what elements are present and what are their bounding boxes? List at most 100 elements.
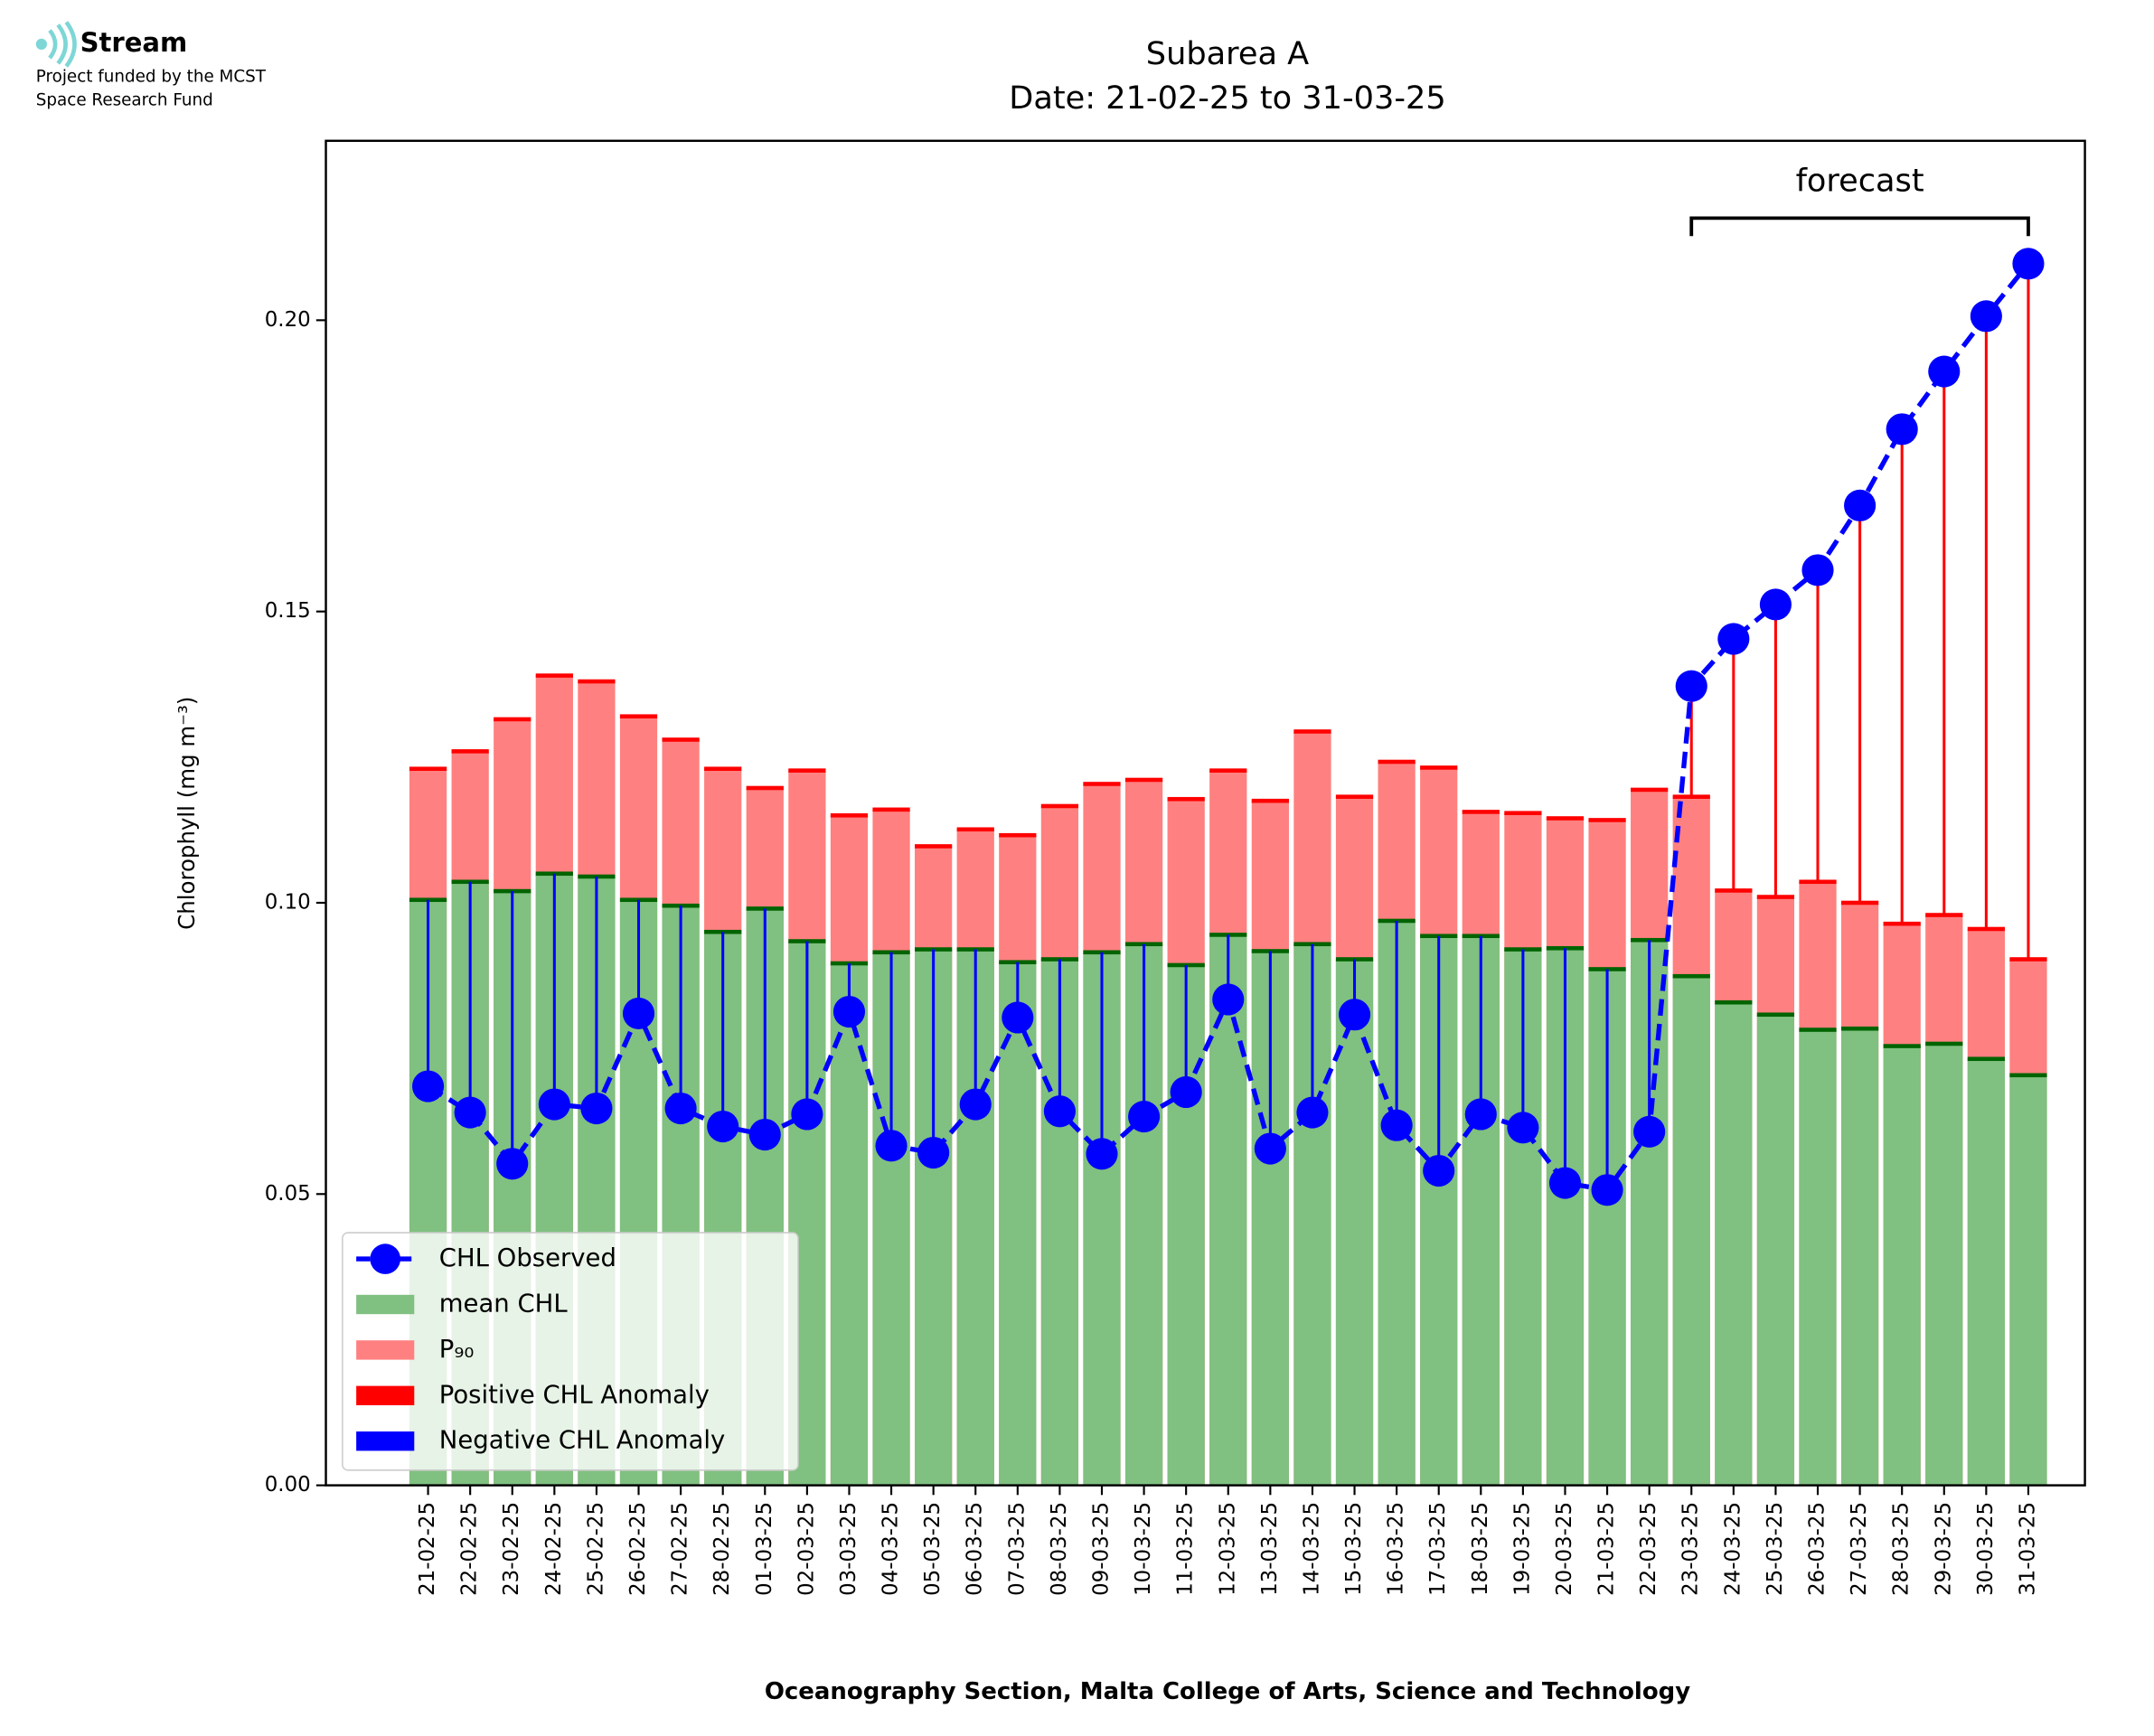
- p90-cap: [535, 673, 573, 678]
- observed-point: [1801, 554, 1834, 586]
- mean-bar: [999, 962, 1037, 1486]
- p90-cap: [830, 812, 869, 818]
- observed-point: [1507, 1112, 1539, 1144]
- x-tick-label: 08-03-25: [1048, 1502, 1071, 1596]
- observed-point: [1043, 1095, 1076, 1128]
- x-tick-label: 22-03-25: [1637, 1502, 1660, 1596]
- mean-bar: [1799, 1029, 1837, 1486]
- legend-patch: [356, 1385, 415, 1406]
- x-tick-label: 31-03-25: [2016, 1502, 2039, 1596]
- observed-point: [580, 1092, 613, 1125]
- x-tick-label: 11-03-25: [1174, 1502, 1198, 1596]
- observed-point: [454, 1096, 486, 1129]
- p90-cap: [1083, 782, 1121, 786]
- y-tick-label: 0.00: [265, 1473, 311, 1497]
- x-tick-label: 21-03-25: [1595, 1502, 1619, 1596]
- observed-point: [917, 1136, 950, 1169]
- observed-point: [496, 1148, 529, 1180]
- p90-cap: [1631, 787, 1669, 793]
- x-tick-label: 29-03-25: [1932, 1502, 1955, 1596]
- observed-point: [664, 1092, 697, 1125]
- y-tick-label: 0.05: [265, 1182, 311, 1206]
- observed-point: [875, 1130, 908, 1162]
- observed-point: [1464, 1098, 1497, 1131]
- p90-cap: [451, 749, 489, 754]
- logo-name: Stream: [80, 27, 188, 58]
- observed-point: [1675, 670, 1707, 702]
- observed-point: [1970, 300, 2002, 333]
- p90-cap: [1251, 798, 1289, 803]
- p90-cap: [704, 766, 742, 772]
- x-tick-label: 15-03-25: [1342, 1502, 1366, 1596]
- x-tick-label: 05-03-25: [921, 1502, 945, 1596]
- observed-point: [1128, 1100, 1161, 1133]
- observed-point: [1254, 1132, 1286, 1165]
- mean-cap: [1967, 1056, 2005, 1062]
- observed-point: [1886, 413, 1918, 446]
- p90-cap: [788, 768, 826, 773]
- x-tick-label: 28-02-25: [710, 1502, 734, 1596]
- legend-label: Negative CHL Anomaly: [439, 1426, 726, 1455]
- x-tick-label: 16-03-25: [1385, 1502, 1408, 1596]
- mean-bar: [1883, 1046, 1921, 1486]
- p90-cap: [578, 679, 616, 684]
- observed-point: [1212, 983, 1245, 1016]
- mean-bar: [1672, 976, 1710, 1486]
- mean-cap: [1588, 967, 1626, 971]
- p90-cap: [1546, 816, 1585, 821]
- observed-point: [1002, 1001, 1034, 1034]
- logo-icon: [35, 38, 47, 50]
- mean-cap: [1293, 942, 1331, 947]
- x-tick-label: 10-03-25: [1132, 1502, 1155, 1596]
- forecast-label: forecast: [1796, 163, 1924, 200]
- x-tick-label: 13-03-25: [1258, 1502, 1282, 1596]
- x-tick-label: 06-03-25: [964, 1502, 987, 1596]
- legend-patch: [356, 1340, 415, 1360]
- x-tick-label: 23-02-25: [500, 1502, 523, 1596]
- mean-cap: [1883, 1044, 1921, 1048]
- x-tick-label: 03-03-25: [837, 1502, 861, 1596]
- mean-cap: [1124, 942, 1163, 947]
- logo-icon: [48, 21, 77, 68]
- x-tick-label: 26-03-25: [1806, 1502, 1829, 1596]
- x-tick-label: 14-03-25: [1300, 1502, 1323, 1596]
- observed-point: [1633, 1115, 1666, 1148]
- y-axis-label: Chlorophyll (mg m⁻³): [174, 697, 200, 930]
- mean-cap: [1209, 933, 1247, 937]
- p90-cap: [746, 785, 784, 791]
- observed-point: [1296, 1096, 1329, 1129]
- x-tick-label: 30-03-25: [1974, 1502, 1998, 1596]
- x-tick-label: 18-03-25: [1469, 1502, 1492, 1596]
- p90-cap: [1335, 794, 1374, 799]
- p90-cap: [1378, 759, 1416, 765]
- x-tick-label: 21-02-25: [416, 1502, 439, 1596]
- legend-label: mean CHL: [439, 1289, 569, 1318]
- x-tick-label: 12-03-25: [1216, 1502, 1239, 1596]
- observed-point: [1928, 355, 1961, 388]
- observed-point: [1591, 1174, 1623, 1206]
- p90-cap: [1124, 777, 1163, 783]
- mean-cap: [2009, 1073, 2047, 1078]
- p90-cap: [1293, 729, 1331, 734]
- x-tick-label: 22-02-25: [458, 1502, 482, 1596]
- p90-cap: [1167, 796, 1205, 802]
- observed-point: [1844, 489, 1877, 521]
- x-tick-label: 17-03-25: [1426, 1502, 1450, 1596]
- p90-cap: [494, 717, 531, 722]
- x-tick-label: 20-03-25: [1553, 1502, 1576, 1596]
- observed-point: [412, 1070, 445, 1103]
- y-tick-label: 0.10: [265, 890, 311, 914]
- p90-cap: [1209, 768, 1247, 773]
- x-tick-label: 27-02-25: [669, 1502, 692, 1596]
- mean-bar: [1756, 1014, 1795, 1486]
- legend-label: CHL Observed: [439, 1243, 616, 1272]
- x-tick-label: 26-02-25: [626, 1502, 650, 1596]
- x-tick-label: 25-02-25: [584, 1502, 607, 1596]
- logo: Stream Project funded by the MCST Space …: [35, 21, 267, 110]
- legend-patch: [356, 1294, 415, 1315]
- mean-cap: [1672, 973, 1710, 979]
- x-tick-label: 19-03-25: [1510, 1502, 1534, 1596]
- legend-patch: [356, 1431, 415, 1451]
- x-tick-label: 24-02-25: [542, 1502, 566, 1596]
- logo-line: Project funded by the MCST: [36, 68, 267, 87]
